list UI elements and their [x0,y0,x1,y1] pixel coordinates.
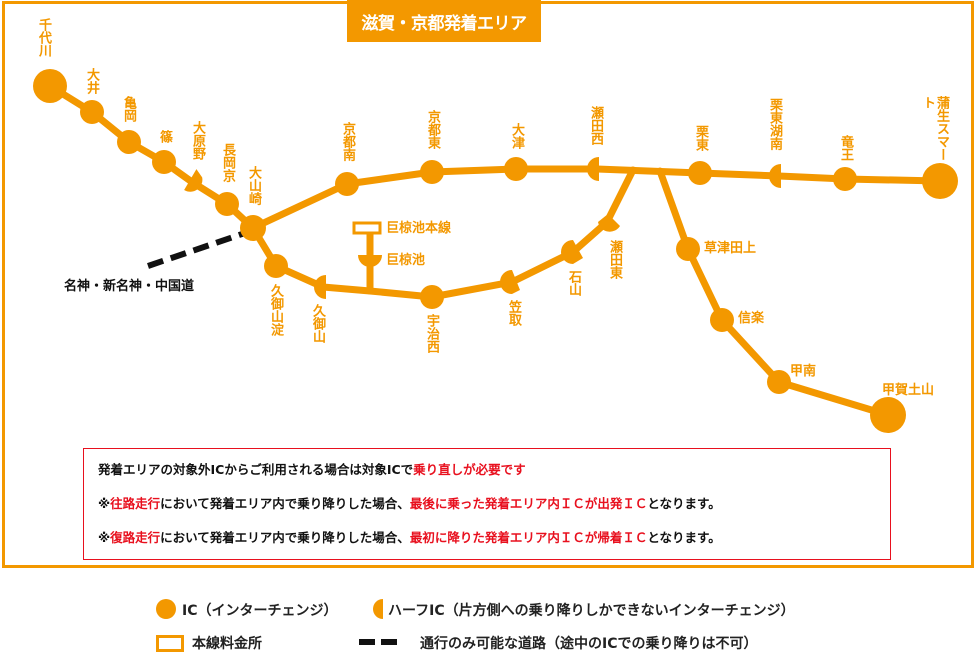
ic-chiyokawa-marker [33,69,67,103]
ic-kyoto-higashi-marker [420,160,444,184]
label-seta-higashi: 瀬田東 [607,240,622,279]
notice-box: 発着エリアの対象外ICからご利用される場合は対象ICで乗り直しが必要です ※往路… [83,448,891,560]
label-ritto: 栗東 [693,125,708,151]
half-ic-ishiyama-marker [561,240,583,264]
label-koka-tsuchiyama: 甲賀土山 [882,383,935,398]
legend-ic-icon [156,599,176,619]
label-nagaokakyo: 長岡京 [220,143,235,182]
label-gamo-smart: 蒲生スマート [920,96,949,161]
ic-kumiyama-yodo-marker [264,254,288,278]
half-ic-kasatori-marker [500,270,520,294]
label-uji-nishi: 宇治西 [424,314,439,353]
notice-text: において発着エリア内で乗り降りした場合、 [160,530,410,545]
label-kumiyama-yodo: 久御山淀 [268,284,283,336]
half-ic-ogura-ike-marker [358,255,382,267]
notice-highlight: 復路走行 [110,530,161,545]
label-kyoto-minami: 京都南 [340,122,355,161]
notice-text: となります。 [647,530,721,545]
label-ogura-ike-honsen: 巨椋池本線 [386,221,452,236]
half-ic-seta-higashi-marker [598,214,620,232]
ic-oi-marker [80,100,104,124]
ic-konan-marker [767,370,791,394]
ic-kyoto-minami-marker [335,172,359,196]
notice-highlight: 最初に降りた発着エリア内ＩＣが帰着ＩＣ [409,530,648,545]
half-ic-ritto-konan-marker [769,164,781,188]
ic-koka-tsuchiyama-marker [870,397,906,433]
notice-highlight: 乗り直しが必要です [413,462,526,477]
half-ic-oharano-marker [184,169,203,192]
ic-nagaokakyo-marker [215,192,239,216]
label-shino: 篠 [157,130,172,143]
label-otsu: 大津 [509,123,524,149]
toll-gate-ogura-ike-honsen [352,221,382,235]
ic-uji-nishi-marker [420,285,444,309]
label-kyoto-higashi: 京都東 [425,110,440,149]
half-ic-seta-nishi-marker [587,157,599,181]
label-kusatsu-tanakami: 草津田上 [704,241,757,256]
label-konan: 甲南 [790,364,817,379]
label-ritto-konan: 栗東湖南 [767,98,782,150]
ic-otsu-marker [504,157,528,181]
label-oi: 大井 [84,68,99,94]
label-chiyokawa: 千代川 [36,18,51,57]
legend-dash-icon [359,639,375,645]
legend-toll-icon [156,635,184,652]
notice-line-2: ※往路走行において発着エリア内で乗り降りした場合、最後に乗った発着エリア内ＩＣが… [98,493,876,512]
label-kasatori: 笠取 [506,300,521,326]
through-road-label: 名神・新名神・中国道 [64,279,195,294]
notice-text: ※ [98,496,111,511]
notice-text: 発着エリアの対象外ICからご利用される場合は対象ICで [98,462,414,477]
ic-oyamazaki-marker [240,215,266,241]
legend-dash-icon [381,639,397,645]
legend-toll-label: 本線料金所 [192,636,262,652]
ic-kameoka-marker [117,130,141,154]
label-ryuo: 竜王 [838,135,853,161]
notice-line-3: ※復路走行において発着エリア内で乗り降りした場合、最初に降りた発着エリア内ＩＣが… [98,527,876,546]
ic-kusatsu-tanakami-marker [676,237,700,261]
ic-markers [33,69,958,433]
ic-ryuo-marker [833,167,857,191]
notice-highlight: 最後に乗った発着エリア内ＩＣが出発ＩＣ [409,496,648,511]
label-kumiyama: 久御山 [310,304,325,343]
through-road-dashed [147,230,246,269]
notice-text: において発着エリア内で乗り降りした場合、 [160,496,410,511]
ic-shino-marker [152,150,176,174]
legend-half-ic-icon [373,599,383,619]
legend-half-ic-label: ハーフIC（片方側への乗り降りしかできないインターチェンジ） [388,603,795,619]
label-ishiyama: 石山 [566,270,581,296]
label-seta-nishi: 瀬田西 [588,106,603,145]
ic-ritto-marker [688,161,712,185]
notice-text: ※ [98,530,111,545]
legend-ic-label: IC（インターチェンジ） [182,603,338,619]
label-oharano: 大原野 [190,121,205,160]
legend-through-label: 通行のみ可能な道路（途中のICでの乗り降りは不可） [420,636,758,652]
notice-line-1: 発着エリアの対象外ICからご利用される場合は対象ICで乗り直しが必要です [98,459,876,478]
notice-highlight: 往路走行 [110,496,161,511]
label-oyamazaki: 大山崎 [246,166,261,205]
label-kameoka: 亀岡 [121,96,136,122]
notice-text: となります。 [647,496,721,511]
ic-gamo-smart-marker [922,163,958,199]
label-ogura-ike: 巨椋池 [386,253,426,268]
area-title: 滋賀・京都発着エリア [347,0,541,42]
half-ic-kumiyama-marker [314,275,326,299]
label-shigaraki: 信楽 [738,311,765,326]
ic-shigaraki-marker [710,308,734,332]
